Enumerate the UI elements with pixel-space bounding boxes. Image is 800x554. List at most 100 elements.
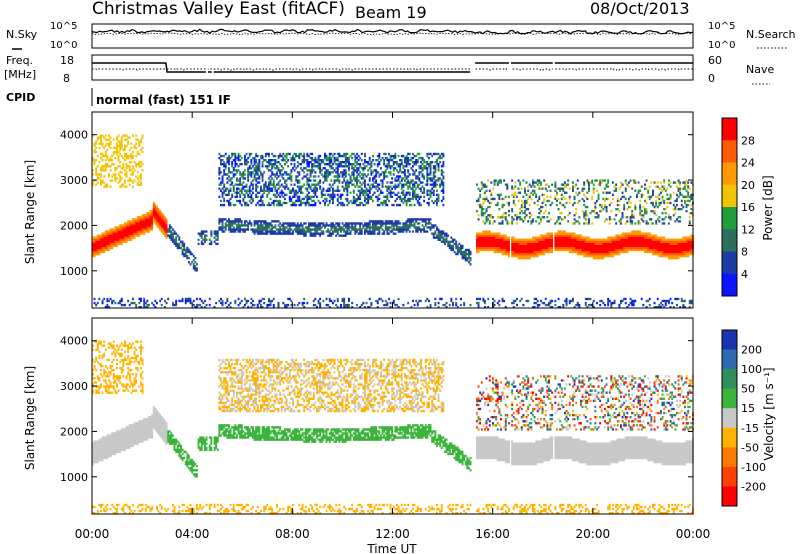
heat-cell [588, 181, 590, 184]
heat-cell [132, 185, 134, 188]
heat-cell [404, 199, 406, 203]
heat-cell [232, 159, 235, 162]
heat-cell [508, 254, 510, 258]
heat-cell [464, 250, 467, 254]
heat-cell [610, 250, 613, 254]
heat-cell [565, 299, 568, 303]
heat-cell [602, 242, 605, 246]
heat-cell [264, 232, 267, 235]
heat-cell [204, 240, 206, 243]
heat-cell [95, 140, 98, 143]
heat-cell [368, 187, 371, 190]
heat-cell [104, 246, 107, 250]
heat-cell [602, 179, 605, 182]
heat-cell [408, 224, 411, 227]
heat-cell [410, 203, 413, 207]
heat-cell [160, 218, 163, 221]
heat-cell [604, 220, 606, 223]
heat-cell [301, 159, 304, 162]
heat-cell [285, 156, 288, 160]
heat-cell [575, 250, 578, 254]
heat-cell [103, 240, 106, 243]
heat-cell [133, 234, 136, 237]
heat-cell [560, 246, 563, 250]
heat-cell [220, 181, 222, 184]
heat-cell [493, 232, 496, 235]
heat-cell [309, 169, 312, 172]
heat-cell [496, 242, 499, 246]
heat-cell [610, 240, 613, 243]
heat-cell [260, 224, 262, 227]
heat-cell [402, 201, 405, 205]
heat-cell [572, 240, 574, 243]
heat-cell [231, 195, 234, 199]
heat-cell [341, 299, 344, 303]
heat-cell [109, 297, 112, 301]
heat-cell [525, 242, 528, 246]
heat-cell [112, 244, 115, 248]
heat-cell [418, 173, 421, 176]
heat-cell [320, 195, 323, 199]
heat-cell [348, 165, 350, 168]
heat-cell [333, 161, 336, 164]
heat-cell [317, 226, 320, 229]
heat-cell [396, 222, 398, 225]
heat-cell [480, 212, 483, 215]
heat-cell [573, 246, 576, 250]
heat-cell [253, 224, 256, 227]
heat-cell [314, 226, 317, 229]
heat-cell [498, 236, 501, 239]
heat-cell [349, 163, 352, 166]
heat-cell [338, 152, 341, 156]
heat-cell [232, 167, 235, 170]
heat-cell [402, 193, 405, 197]
heat-cell [364, 230, 366, 233]
heat-cell [421, 173, 424, 176]
heat-cell [479, 246, 482, 250]
heat-cell [260, 299, 262, 303]
heat-cell [154, 306, 157, 309]
heat-cell [194, 261, 197, 264]
heat-cell [485, 189, 488, 192]
heat-cell [276, 177, 278, 180]
heat-cell [183, 244, 186, 248]
heat-cell [356, 222, 358, 225]
heat-cell [293, 224, 296, 227]
heat-cell [586, 254, 589, 258]
heat-cell [541, 246, 544, 250]
heat-cell [533, 306, 536, 309]
heat-cell [394, 167, 397, 170]
heat-cell [253, 159, 256, 162]
heat-cell [346, 193, 349, 197]
heat-cell [488, 238, 491, 241]
heat-cell [586, 181, 589, 184]
heat-cell [394, 187, 397, 190]
heat-cell [264, 226, 267, 229]
heat-cell [527, 250, 530, 254]
heat-cell [93, 246, 96, 250]
heat-cell [415, 226, 418, 229]
heat-cell [284, 159, 286, 162]
heat-cell [167, 297, 170, 301]
heat-cell [362, 181, 365, 184]
heat-cell [287, 152, 290, 156]
heat-cell [487, 248, 490, 252]
heat-cell [109, 165, 112, 168]
heat-cell [512, 193, 515, 197]
heat-cell [503, 252, 506, 256]
heat-cell [196, 269, 198, 272]
heat-cell [415, 197, 418, 201]
heat-cell [120, 154, 123, 158]
heat-cell [335, 179, 338, 182]
heat-cell [340, 203, 342, 207]
heat-cell [330, 299, 333, 303]
heat-cell [324, 224, 326, 227]
heat-cell [144, 216, 147, 219]
heat-cell [508, 195, 510, 199]
heat-cell [375, 187, 378, 190]
heat-cell [591, 303, 594, 307]
heat-cell [274, 220, 277, 223]
heat-cell [549, 195, 552, 199]
heat-cell [295, 152, 298, 156]
heat-cell [298, 185, 301, 188]
